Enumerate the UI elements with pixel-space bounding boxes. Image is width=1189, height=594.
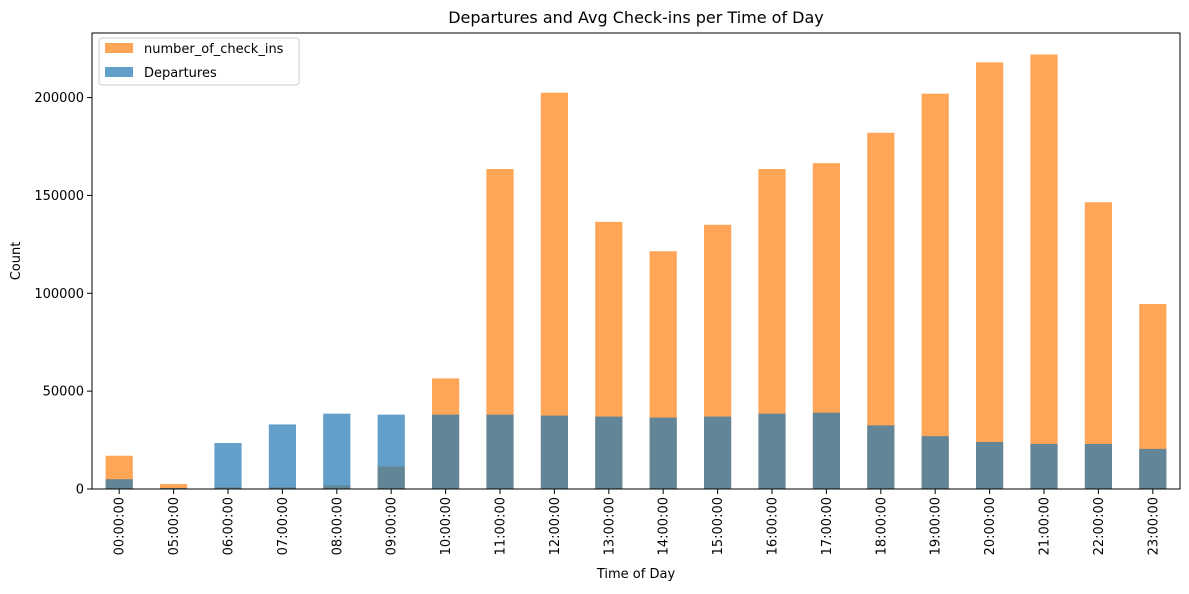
legend-swatch-departures [105,67,133,77]
bar-departures-08 [323,413,351,489]
bar-departures-12 [540,415,568,489]
bar-departures-17 [812,412,840,489]
series-number-of-check-ins [105,54,1167,490]
bar-departures-11 [486,414,514,489]
y-tick-label: 100000 [34,287,84,302]
bar-departures-09 [377,414,405,489]
bar-number-of-check-ins-19 [921,93,949,490]
bar-departures-18 [867,425,895,489]
x-tick-label: 16:00:00 [766,497,781,555]
y-axis: 0 50000 100000 150000 200000 [34,91,92,498]
legend: number_of_check_ins Departures [98,37,300,86]
x-tick-label: 11:00:00 [494,497,509,555]
x-tick-label: 10:00:00 [439,497,454,555]
bar-departures-10 [432,414,460,489]
bar-departures-06 [214,443,242,489]
bar-departures-21 [1030,443,1058,489]
y-tick-label: 150000 [34,189,84,204]
x-tick-label: 05:00:00 [167,497,182,555]
y-axis-label: Count [9,242,24,281]
chart-title: Departures and Avg Check-ins per Time of… [448,8,824,27]
bar-departures-19 [921,436,949,489]
x-tick-label: 18:00:00 [874,497,889,555]
legend-label-check-ins: number_of_check_ins [144,42,284,57]
x-tick-label: 06:00:00 [222,497,237,555]
legend-frame [98,37,300,86]
bar-number-of-check-ins-20 [976,62,1004,490]
x-tick-label: 15:00:00 [711,497,726,555]
x-tick-label: 21:00:00 [1038,497,1053,555]
legend-label-departures: Departures [144,66,217,81]
bar-departures-14 [649,417,677,489]
bar-departures-16 [758,413,786,489]
x-tick-label: 23:00:00 [1146,497,1161,555]
bar-number-of-check-ins-22 [1084,202,1112,490]
x-axis: 00:00:00 05:00:00 06:00:00 07:00:00 08:00:00… [113,489,1161,555]
x-tick-label: 09:00:00 [385,497,400,555]
x-tick-label: 00:00:00 [113,497,128,555]
bar-departures-22 [1084,443,1112,489]
bar-number-of-check-ins-21 [1030,54,1058,489]
plot-area-frame [91,32,1181,490]
x-tick-label: 07:00:00 [276,497,291,555]
x-tick-label: 14:00:00 [657,497,672,555]
x-tick-label: 19:00:00 [929,497,944,555]
bar-departures-13 [595,416,623,489]
y-tick-label: 200000 [34,91,84,106]
y-tick-label: 0 [76,483,84,498]
y-tick-label: 50000 [43,385,84,400]
x-tick-label: 08:00:00 [330,497,345,555]
bar-number-of-check-ins-05 [160,484,188,489]
x-tick-label: 13:00:00 [602,497,617,555]
x-tick-label: 20:00:00 [983,497,998,555]
legend-swatch-check-ins [105,43,133,53]
series-departures [105,412,1167,489]
bar-departures-07 [268,424,296,489]
x-tick-label: 22:00:00 [1092,497,1107,555]
bars-layer [105,54,1167,490]
bar-departures-20 [976,442,1004,489]
bar-departures-23 [1139,448,1167,489]
x-tick-label: 17:00:00 [820,497,835,555]
bar-departures-15 [704,416,732,489]
x-tick-label: 12:00:00 [548,497,563,555]
x-axis-label: Time of Day [596,567,676,582]
bar-departures-00 [105,479,133,489]
